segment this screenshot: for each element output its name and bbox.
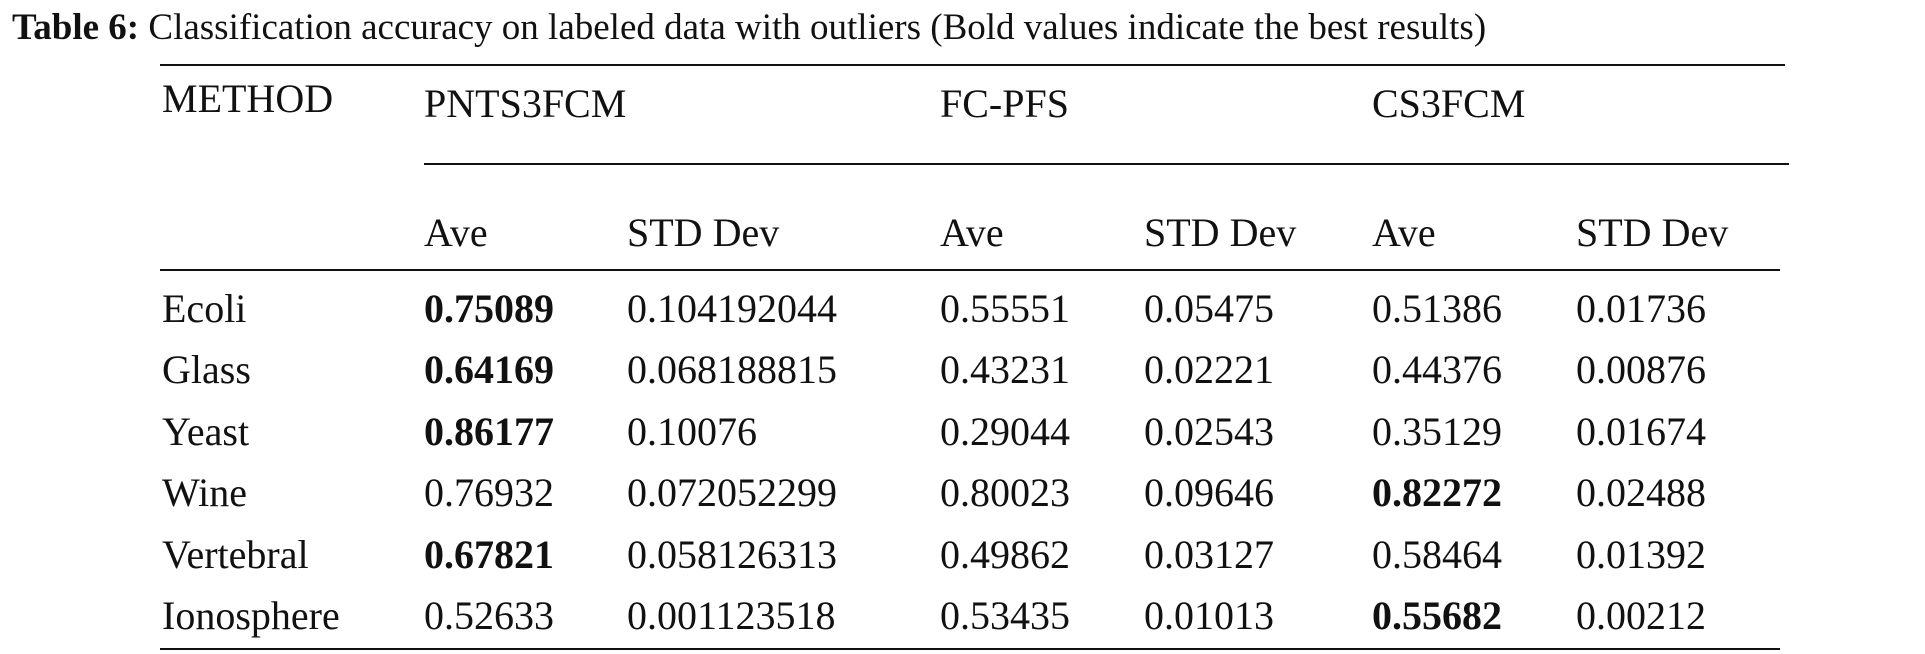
table-cell: 0.80023 (940, 470, 1070, 515)
table-cell: 0.01013 (1144, 593, 1274, 638)
row-label: Vertebral (162, 532, 309, 577)
table-cell: 0.75089 (424, 286, 554, 331)
table-cell: 0.09646 (1144, 470, 1274, 515)
table-cell: 0.00876 (1576, 347, 1706, 392)
table-cell: 0.43231 (940, 347, 1070, 392)
table-cell: 0.29044 (940, 409, 1070, 454)
caption-text: Classification accuracy on labeled data … (148, 7, 1487, 48)
subheader-std-dev: STD Dev (1576, 210, 1729, 255)
table-cell: 0.01674 (1576, 409, 1706, 454)
row-label: Yeast (162, 409, 250, 454)
table-cell: 0.64169 (424, 347, 554, 392)
table-cell: 0.02543 (1144, 409, 1274, 454)
table-cell: 0.068188815 (627, 347, 837, 392)
subheader-ave: Ave (940, 210, 1004, 255)
table-cell: 0.67821 (424, 532, 554, 577)
table-cell: 0.76932 (424, 470, 554, 515)
table-cell: 0.52633 (424, 593, 554, 638)
table-cell: 0.55551 (940, 286, 1070, 331)
table-cell: 0.01392 (1576, 532, 1706, 577)
row-label: Ionosphere (162, 593, 340, 638)
group-header-pnts3fcm: PNTS3FCM (424, 81, 627, 126)
method-header: METHOD (162, 76, 334, 121)
table-cell: 0.02488 (1576, 470, 1706, 515)
table-cell: 0.58464 (1372, 532, 1502, 577)
table-cell: 0.86177 (424, 409, 554, 454)
group-header-cs3fcm: CS3FCM (1372, 81, 1526, 126)
caption-label: Table 6: (12, 7, 140, 48)
subheader-std-dev: STD Dev (1144, 210, 1297, 255)
table-cell: 0.03127 (1144, 532, 1274, 577)
subheader-ave: Ave (1372, 210, 1436, 255)
table-cell: 0.35129 (1372, 409, 1502, 454)
table-cell: 0.49862 (940, 532, 1070, 577)
group-rule (424, 163, 1789, 165)
header-bottom-rule (160, 269, 1780, 271)
table-cell: 0.51386 (1372, 286, 1502, 331)
table-cell: 0.55682 (1372, 593, 1502, 638)
row-label: Glass (162, 347, 251, 392)
table-cell: 0.104192044 (627, 286, 837, 331)
row-label: Ecoli (162, 286, 247, 331)
subheader-ave: Ave (424, 210, 488, 255)
row-label: Wine (162, 470, 248, 515)
top-rule (160, 64, 1785, 66)
subheader-std-dev: STD Dev (627, 210, 780, 255)
table-cell: 0.05475 (1144, 286, 1274, 331)
table-cell: 0.01736 (1576, 286, 1706, 331)
table-cell: 0.10076 (627, 409, 757, 454)
group-header-fc-pfs: FC-PFS (940, 81, 1069, 126)
table-cell: 0.53435 (940, 593, 1070, 638)
table-cell: 0.02221 (1144, 347, 1274, 392)
table-cell: 0.82272 (1372, 470, 1502, 515)
table-cell: 0.072052299 (627, 470, 837, 515)
table-caption: Table 6: Classification accuracy on labe… (12, 4, 1486, 52)
bottom-rule (160, 648, 1780, 650)
table-cell: 0.001123518 (627, 593, 836, 638)
table-cell: 0.058126313 (627, 532, 837, 577)
table-cell: 0.44376 (1372, 347, 1502, 392)
table-cell: 0.00212 (1576, 593, 1706, 638)
